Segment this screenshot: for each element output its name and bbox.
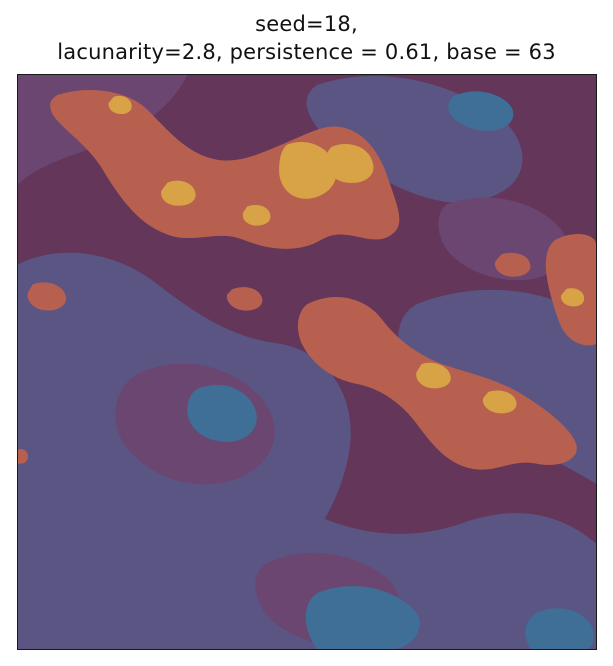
- peak-3: [161, 180, 196, 206]
- noise-terrain: [18, 75, 596, 649]
- peak-5: [416, 362, 451, 389]
- orange-speck-3: [494, 252, 531, 277]
- peak-1: [279, 141, 337, 199]
- peak-4: [242, 204, 271, 226]
- figure-title: seed=18, lacunarity=2.8, persistence = 0…: [0, 10, 613, 66]
- title-line-2: lacunarity=2.8, persistence = 0.61, base…: [57, 40, 556, 64]
- deep-pocket-2: [305, 586, 420, 649]
- orange-speck-1: [27, 282, 67, 311]
- mid-region-4: [438, 197, 567, 281]
- peak-6: [482, 390, 517, 414]
- peak-8: [560, 288, 585, 307]
- ridge-upper: [50, 89, 400, 249]
- peak-2: [325, 144, 374, 183]
- noise-heatmap: [17, 74, 597, 650]
- title-line-1: seed=18,: [255, 12, 358, 36]
- peak-7: [108, 95, 132, 115]
- deep-pocket-1: [187, 384, 257, 442]
- deep-pocket-3: [448, 91, 514, 131]
- orange-speck-2: [226, 287, 263, 311]
- deep-pocket-4: [525, 608, 594, 649]
- orange-speck-4: [18, 449, 28, 464]
